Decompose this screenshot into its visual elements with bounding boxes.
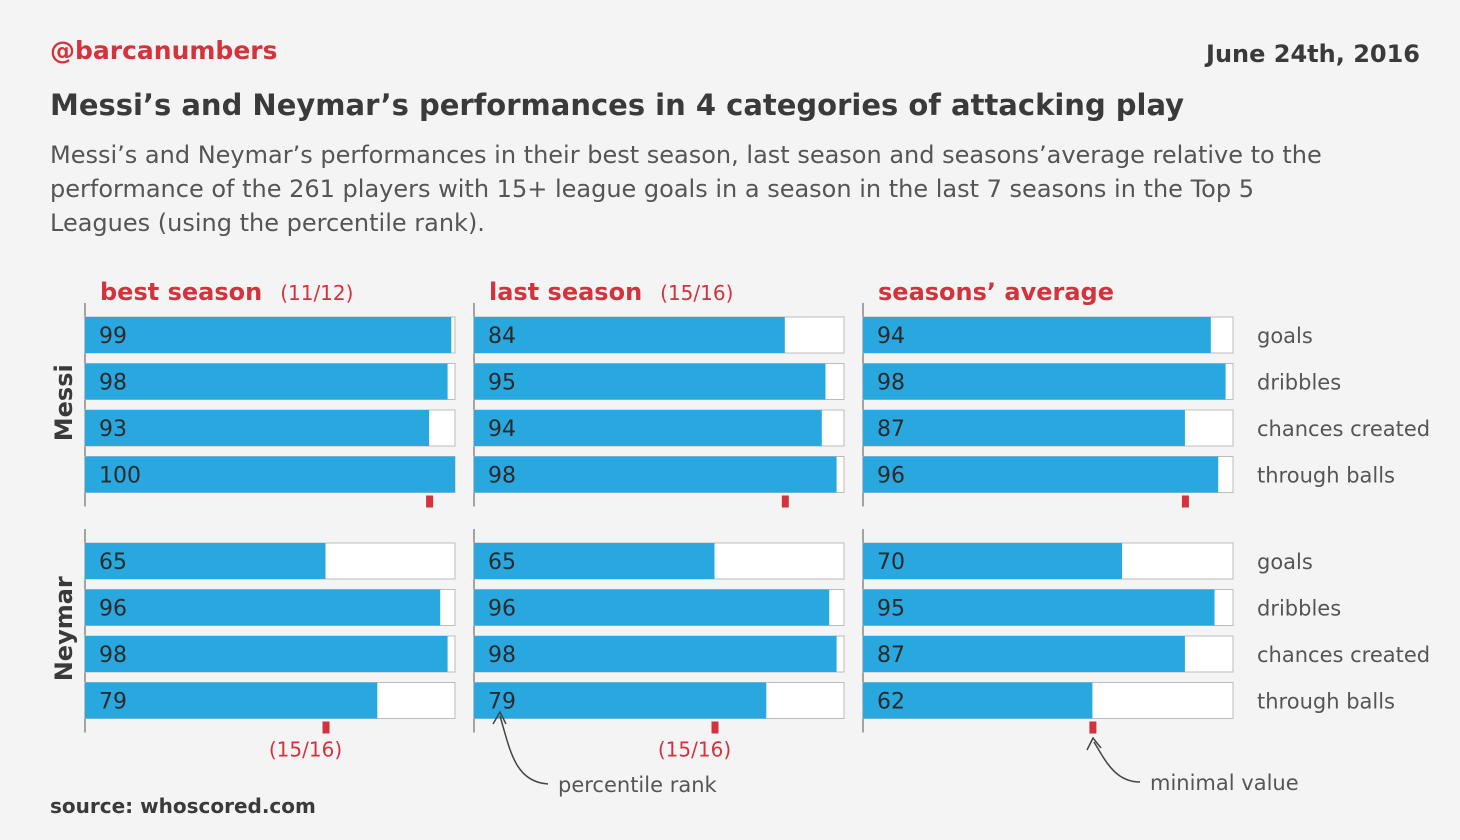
min-marker [322, 721, 330, 734]
bar-value-label: 98 [99, 643, 127, 668]
bar [863, 636, 1185, 672]
handle: @barcanumbers [50, 36, 278, 65]
bar-value-label: 65 [488, 550, 516, 575]
bar-value-label: 79 [99, 690, 127, 715]
percentile-rank-arrow [499, 715, 549, 785]
bar-value-label: 94 [877, 324, 905, 349]
bar-value-label: 98 [488, 464, 516, 489]
category-label: chances created [1257, 643, 1430, 667]
bar [863, 682, 1093, 719]
min-season-label: (15/16) [269, 738, 342, 762]
bar [85, 589, 441, 626]
date: June 24th, 2016 [1206, 40, 1420, 68]
bar-value-label: 98 [99, 371, 127, 396]
chart-title: Messi’s and Neymar’s performances in 4 c… [50, 88, 1185, 122]
bar-value-label: 98 [488, 643, 516, 668]
chart-subtitle: Messi’s and Neymar’s performances in the… [50, 141, 1322, 237]
min-marker [711, 721, 719, 734]
bar-value-label: 95 [488, 371, 516, 396]
min-marker [1181, 495, 1189, 508]
bar-value-label: 96 [488, 597, 516, 622]
bar [863, 589, 1215, 626]
bar [474, 682, 767, 719]
min-marker [426, 495, 434, 508]
bar [85, 317, 452, 353]
bar [474, 636, 837, 672]
bar-value-label: 87 [877, 417, 905, 442]
category-label: goals [1257, 324, 1313, 348]
bar-value-label: 95 [877, 597, 905, 622]
bar [863, 317, 1211, 353]
bar [474, 543, 715, 579]
min-marker [781, 495, 789, 508]
panel-title: last season [489, 278, 642, 306]
category-label: dribbles [1257, 597, 1341, 621]
bar-value-label: 96 [877, 464, 905, 489]
bar [474, 589, 830, 626]
bar [474, 410, 822, 446]
category-label: through balls [1257, 464, 1395, 488]
bar-value-label: 70 [877, 550, 905, 575]
bar [85, 543, 326, 579]
panel-season: (15/16) [660, 281, 733, 305]
bar [474, 363, 826, 400]
bar-value-label: 65 [99, 550, 127, 575]
bar-value-label: 79 [488, 690, 516, 715]
source-note: source: whoscored.com [50, 794, 316, 818]
category-label: chances created [1257, 417, 1430, 441]
bar-value-label: 99 [99, 324, 127, 349]
min-marker [1089, 721, 1097, 734]
minimal-value-note: minimal value [1150, 771, 1299, 795]
percentile-rank-arrowhead [492, 710, 507, 725]
panel-title: best season [100, 278, 262, 306]
bar-value-label: 62 [877, 690, 905, 715]
player-label: Neymar [50, 576, 78, 681]
minimal-value-arrowhead [1086, 736, 1102, 751]
bar-value-label: 84 [488, 324, 516, 349]
bar [85, 363, 448, 400]
min-season-label: (15/16) [658, 738, 731, 762]
bar [85, 456, 455, 493]
bar [85, 682, 378, 719]
bar-value-label: 98 [877, 371, 905, 396]
bar [863, 543, 1122, 579]
panel-title: seasons’ average [878, 278, 1114, 306]
bar-value-label: 96 [99, 597, 127, 622]
player-label: Messi [50, 364, 78, 441]
bar [863, 410, 1185, 446]
bar-value-label: 87 [877, 643, 905, 668]
category-label: goals [1257, 550, 1313, 574]
bar [474, 317, 785, 353]
panel-season: (11/12) [280, 281, 353, 305]
bar [85, 410, 430, 446]
bar [863, 456, 1219, 493]
bar-value-label: 93 [99, 417, 127, 442]
category-label: through balls [1257, 690, 1395, 714]
bar-value-label: 94 [488, 417, 516, 442]
bar [85, 636, 448, 672]
bar-value-label: 100 [99, 464, 141, 489]
bar [863, 363, 1226, 400]
bar [474, 456, 837, 493]
minimal-value-arrow [1093, 741, 1141, 783]
percentile-rank-note: percentile rank [558, 773, 718, 797]
category-label: dribbles [1257, 371, 1341, 395]
